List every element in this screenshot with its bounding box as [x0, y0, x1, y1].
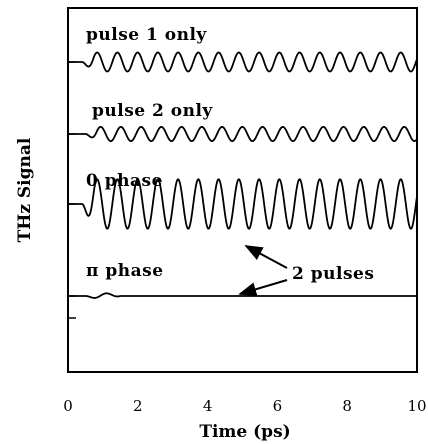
series-line	[68, 125, 418, 143]
annotation-arrow-lower	[238, 279, 288, 297]
x-tick-labels: 0 2 4 6 8 10	[63, 397, 426, 415]
series-line	[68, 51, 418, 73]
annotation-2-pulses: 2 pulses	[292, 264, 374, 284]
x-tick-label: 8	[342, 397, 352, 415]
x-tick-label: 2	[133, 397, 143, 415]
y-axis-title: THz Signal	[15, 137, 35, 242]
trace-label-pulse-1-only: pulse 1 only	[86, 25, 207, 45]
trace-label-0-phase: 0 phase	[86, 171, 163, 191]
x-tick-label: 6	[273, 397, 283, 415]
annotation-arrow-upper	[244, 245, 288, 269]
trace-label-pi-phase: π phase	[86, 261, 164, 281]
left-tick-marks	[68, 61, 76, 319]
x-tick-label: 10	[407, 397, 426, 415]
x-axis-title: Time (ps)	[199, 422, 290, 442]
trace-label-pulse-2-only: pulse 2 only	[92, 101, 213, 121]
x-tick-label: 4	[203, 397, 213, 415]
x-tick-label: 0	[63, 397, 73, 415]
series-line	[68, 178, 418, 230]
plot-frame	[67, 7, 418, 373]
